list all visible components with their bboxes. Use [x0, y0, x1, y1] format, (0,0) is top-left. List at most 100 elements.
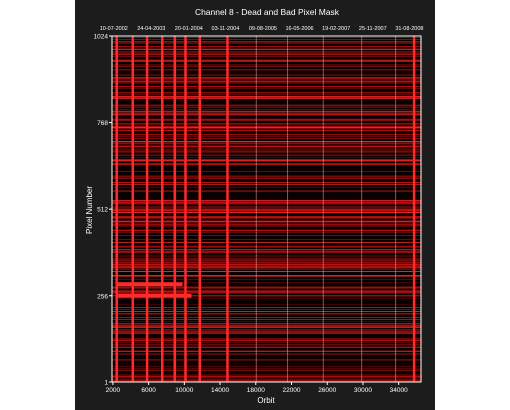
pixel-row-stripe: [112, 145, 421, 146]
pixel-row-stripe: [112, 88, 421, 89]
pixel-row-stripe: [112, 94, 421, 95]
pixel-row-stripe: [112, 217, 421, 218]
faint-orbit-line: [395, 36, 397, 382]
pixel-row-stripe: [112, 295, 421, 296]
top-date-label: 19-02-2007: [322, 26, 350, 32]
pixel-row-stripe: [112, 271, 421, 272]
pixel-row-stripe: [112, 216, 421, 217]
pixel-row-stripe: [112, 242, 421, 243]
pixel-row-stripe: [112, 64, 421, 65]
pixel-row-stripe: [112, 249, 421, 250]
plot-area: [111, 35, 422, 383]
top-date-label: 20-01-2004: [175, 26, 203, 32]
pixel-row-stripe: [112, 359, 421, 360]
x-tick-label: 14000: [211, 387, 229, 394]
pixel-row-stripe: [112, 128, 421, 129]
pixel-row-stripe: [112, 152, 421, 153]
pixel-row-stripe: [112, 96, 421, 97]
pixel-row-stripe: [112, 176, 421, 177]
pixel-row-stripe: [112, 81, 421, 82]
pixel-row-stripe: [112, 313, 421, 314]
pixel-row-stripe: [112, 319, 421, 320]
pixel-row-stripe: [112, 370, 421, 371]
x-tick-label: 10000: [175, 387, 193, 394]
y-tick-label: 768: [97, 120, 108, 127]
pixel-row-stripe: [112, 293, 421, 294]
pixel-row-stripe: [112, 347, 421, 348]
pixel-row-stripe: [112, 266, 421, 267]
pixel-row-stripe: [112, 256, 421, 257]
pixel-row-stripe: [112, 80, 421, 81]
pixel-row-stripe: [112, 368, 421, 369]
pixel-row-stripe: [112, 113, 421, 114]
pixel-row-stripe: [112, 378, 421, 379]
pixel-row-stripe: [112, 258, 421, 259]
top-date-label: 09-08-2005: [249, 26, 277, 32]
pixel-row-stripe: [112, 330, 421, 331]
y-tick-label: 1: [104, 380, 108, 387]
pixel-row-stripe: [112, 126, 421, 127]
pixel-row-stripe: [112, 342, 421, 343]
pixel-row-stripe: [112, 332, 421, 333]
pixel-row-stripe: [112, 211, 421, 212]
pixel-row-stripe: [112, 209, 421, 210]
pixel-row-stripe: [112, 340, 421, 341]
pixel-row-stripe: [112, 83, 421, 84]
pixel-row-stripe: [112, 164, 421, 165]
top-date-axis: 10-07-2002 24-04-2003 20-01-2004 03-11-2004…: [100, 26, 424, 32]
pixel-row-stripe: [112, 149, 421, 150]
pixel-row-stripe: [112, 264, 421, 265]
pixel-row-stripe: [112, 287, 421, 288]
pixel-row-stripe: [112, 379, 421, 380]
pixel-row-stripe: [112, 105, 421, 106]
pixel-row-stripe: [112, 212, 421, 213]
pixel-row-stripe: [112, 207, 421, 208]
pixel-row-stripe: [112, 46, 421, 47]
pixel-row-stripe: [112, 177, 421, 178]
pixel-row-stripe: [112, 252, 421, 253]
pixel-row-stripe: [112, 54, 421, 55]
pixel-row-stripe: [112, 37, 421, 38]
pixel-row-stripe: [112, 235, 421, 236]
x-tick-label: 26000: [318, 387, 336, 394]
pixel-row-stripe: [112, 82, 421, 83]
pixel-row-stripe: [112, 230, 421, 231]
pixel-row-stripe: [112, 109, 421, 110]
pixel-row-stripe: [112, 220, 421, 221]
pixel-row-stripe: [112, 218, 421, 219]
y-axis-label: Pixel Number: [85, 186, 94, 234]
pixel-row-stripe: [112, 353, 421, 354]
bright-row-segment: [116, 282, 183, 287]
pixel-row-stripe: [112, 123, 421, 124]
pixel-row-stripe: [112, 247, 421, 248]
pixel-row-stripe: [112, 92, 421, 93]
pixel-row-stripe: [112, 232, 421, 233]
pixel-row-stripe: [112, 118, 421, 119]
pixel-row-stripe: [112, 222, 421, 223]
pixel-row-stripe: [112, 144, 421, 145]
pixel-row-stripe: [112, 150, 421, 151]
pixel-row-stripe: [112, 53, 421, 54]
pixel-row-stripe: [112, 296, 421, 297]
y-tick-label: 256: [97, 293, 108, 300]
pixel-row-stripe: [112, 171, 421, 172]
pixel-row-stripe: [112, 327, 421, 328]
pixel-row-stripe: [112, 111, 421, 112]
pixel-row-stripe: [112, 351, 421, 352]
pixel-row-stripe: [112, 344, 421, 345]
top-date-label: 24-04-2003: [137, 26, 165, 32]
bad-orbit-column: [173, 36, 177, 382]
pixel-row-stripe: [112, 159, 421, 160]
top-date-label: 16-05-2006: [285, 26, 313, 32]
bad-orbit-column: [412, 36, 416, 382]
pixel-row-stripe: [112, 134, 421, 135]
pixel-row-stripe: [112, 141, 421, 142]
y-tick-label: 1024: [94, 34, 109, 41]
pixel-row-stripe: [112, 39, 421, 40]
pixel-row-stripe: [112, 366, 421, 367]
pixel-row-stripe: [112, 191, 421, 192]
pixel-row-stripe: [112, 51, 421, 52]
pixel-row-stripe: [112, 317, 421, 318]
top-date-label: 03-11-2004: [212, 26, 240, 32]
